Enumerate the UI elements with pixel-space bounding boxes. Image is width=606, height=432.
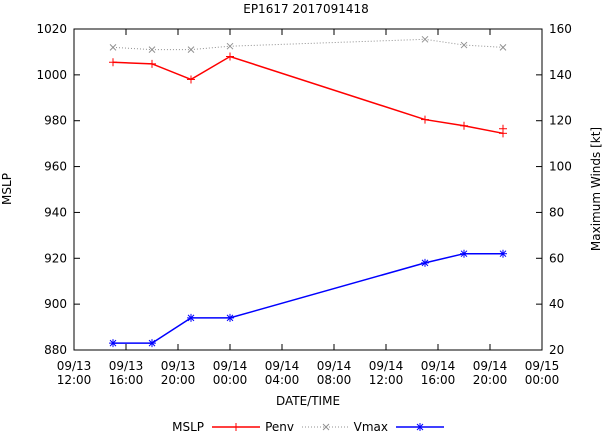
- legend-label-penv: Penv: [265, 420, 294, 432]
- point-mslp: [460, 121, 468, 130]
- legend-marker: [232, 423, 240, 431]
- point-vmax-env: [421, 35, 429, 43]
- x-tick-label-date: 09/15: [525, 359, 560, 373]
- y-tick-label: 960: [44, 160, 67, 174]
- point-mslp: [148, 59, 156, 68]
- point-vmax-env: [499, 43, 507, 51]
- legend-marker: [416, 423, 424, 431]
- y-tick-label: 980: [44, 114, 67, 128]
- point-vmax: [109, 339, 117, 348]
- series-line-mslp: [112, 55, 504, 135]
- point-vmax: [226, 313, 234, 322]
- y-tick-label: 880: [44, 343, 67, 357]
- series-line-vmax: [113, 252, 503, 344]
- point-mslp: [226, 52, 234, 61]
- point-mslp: [421, 115, 429, 124]
- chart-title: EP1617 2017091418: [243, 2, 369, 16]
- x-tick-label-time: 16:00: [421, 373, 456, 387]
- series-layer: [109, 35, 507, 348]
- x-tick-label-date: 09/13: [109, 359, 144, 373]
- y-tick-label: 1020: [36, 22, 67, 36]
- legend-label-vmax: Vmax: [354, 420, 388, 432]
- legend-sample-mslp: [212, 423, 260, 431]
- x-tick-label-time: 12:00: [57, 373, 92, 387]
- point-vmax-env: [460, 41, 468, 49]
- x-axis-label: DATE/TIME: [276, 394, 340, 408]
- point-vmax-env: [148, 46, 156, 53]
- point-vmax-env: [226, 42, 234, 50]
- x-tick-label-time: 08:00: [317, 373, 352, 387]
- point-mslp: [109, 58, 117, 67]
- x-tick-label-time: 12:00: [369, 373, 404, 387]
- x-tick-label-date: 09/14: [473, 359, 508, 373]
- y-tick-label: 920: [44, 251, 67, 265]
- x-tick-label-time: 00:00: [213, 373, 248, 387]
- point-vmax-env: [109, 43, 117, 51]
- y2-tick-label: 120: [549, 114, 572, 128]
- x-tick-label-time: 00:00: [525, 373, 560, 387]
- y-tick-label: 1000: [36, 68, 67, 82]
- y-tick-label: 940: [44, 205, 67, 219]
- legend: MSLP Penv Vmax: [172, 420, 444, 432]
- x-tick-label-date: 09/14: [317, 359, 352, 373]
- y2-tick-label: 60: [549, 251, 564, 265]
- x-tick-label-date: 09/13: [57, 359, 92, 373]
- x-tick-label-date: 09/14: [369, 359, 404, 373]
- point-mslp: [187, 75, 195, 84]
- x-tick-label-time: 04:00: [265, 373, 300, 387]
- x-tick-label-time: 16:00: [109, 373, 144, 387]
- y-tick-label: 900: [44, 297, 67, 311]
- point-vmax: [148, 339, 156, 348]
- y-axis-left: 880 900 920 940 960 980 1000 1020: [36, 22, 80, 357]
- y2-tick-label: 80: [549, 205, 564, 219]
- plot-frame: [73, 28, 543, 351]
- legend-sample-penv: [302, 423, 350, 431]
- series-line-vmax-env: [112, 38, 504, 51]
- y2-tick-label: 40: [549, 297, 564, 311]
- x-tick-label-time: 20:00: [473, 373, 508, 387]
- point-penv: [499, 124, 507, 133]
- y2-axis-label: Maximum Winds [kt]: [589, 127, 603, 251]
- point-vmax-env: [187, 46, 195, 53]
- y2-tick-label: 140: [549, 68, 572, 82]
- y2-tick-label: 100: [549, 160, 572, 174]
- x-axis: 09/1312:0009/1316:0009/1320:0009/1400:00…: [57, 29, 560, 387]
- y-axis-label: MSLP: [0, 173, 14, 205]
- x-tick-label-date: 09/14: [421, 359, 456, 373]
- point-vmax: [187, 313, 195, 322]
- y-axis-right: 20 40 60 80 100 120 140 160: [536, 22, 572, 357]
- y2-tick-label: 160: [549, 22, 572, 36]
- x-tick-label-date: 09/14: [213, 359, 248, 373]
- x-tick-label-date: 09/13: [161, 359, 196, 373]
- point-vmax: [421, 258, 429, 267]
- x-tick-label-date: 09/14: [265, 359, 300, 373]
- legend-sample-vmax: [396, 423, 444, 431]
- point-vmax: [460, 249, 468, 258]
- y2-tick-label: 20: [549, 343, 564, 357]
- legend-label-mslp: MSLP: [172, 420, 204, 432]
- x-tick-label-time: 20:00: [161, 373, 196, 387]
- point-vmax: [499, 249, 507, 258]
- legend-marker: [322, 423, 330, 431]
